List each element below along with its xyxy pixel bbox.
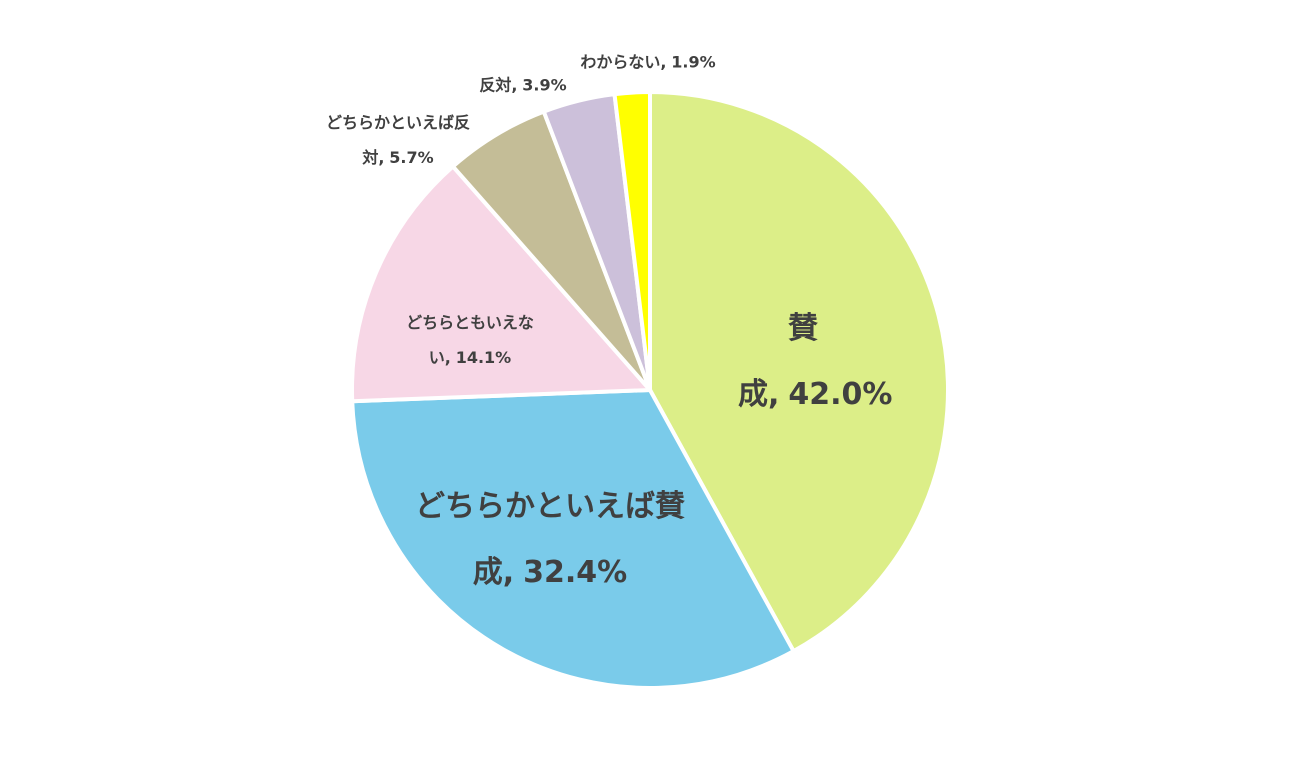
value-label: 5.7%	[389, 148, 434, 167]
slice-label: 反対, 3.9%	[479, 75, 566, 94]
slice-label: どちらかといえば反対, 5.7%	[298, 105, 498, 175]
slice-label: わからない, 1.9%	[580, 52, 715, 71]
value-label: 14.1%	[455, 348, 512, 367]
value-label: 3.9%	[522, 75, 567, 95]
category-label: どちらともいえない,	[406, 312, 534, 367]
pie-slice	[350, 164, 652, 404]
category-label: どちらかといえば賛成,	[415, 489, 685, 590]
value-label: 42.0%	[788, 377, 893, 412]
slice-label: どちらかといえば賛成, 32.4%	[405, 474, 695, 606]
category-label: 反対,	[479, 75, 518, 95]
pie-slice	[648, 90, 950, 654]
category-label: 賛成,	[738, 311, 818, 412]
pie-slice	[612, 90, 652, 392]
pie-slice	[350, 388, 796, 690]
slice-label: 賛成, 42.0%	[738, 296, 892, 428]
slice-label: どちらともいえない, 14.1%	[378, 305, 563, 375]
category-label: どちらかといえば反対,	[325, 112, 470, 167]
value-label: 32.4%	[523, 555, 628, 590]
value-label: 1.9%	[671, 52, 716, 72]
category-label: わからない,	[580, 52, 667, 72]
